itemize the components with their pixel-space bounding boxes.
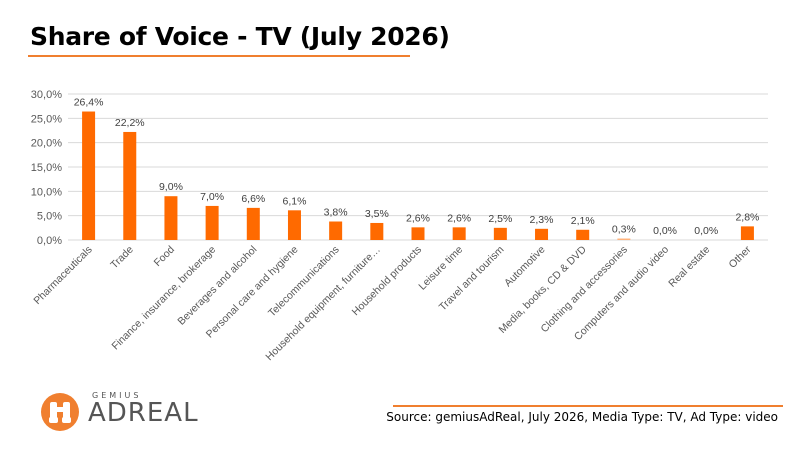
- logo-gemius-text: GEMIUS: [92, 391, 142, 400]
- bar: [287, 210, 301, 240]
- x-tick-label: Pharmaceuticals: [31, 244, 94, 307]
- y-tick-label: 15,0%: [31, 162, 62, 174]
- x-tick-label: Food: [152, 244, 178, 270]
- bar: [370, 222, 384, 240]
- data-label: 2,3%: [530, 214, 554, 226]
- y-tick-label: 25,0%: [31, 113, 62, 125]
- y-tick-label: 30,0%: [31, 89, 62, 101]
- page-title: Share of Voice - TV (July 2026): [30, 22, 450, 51]
- y-tick-label: 20,0%: [31, 138, 62, 150]
- data-label: 22,2%: [115, 117, 145, 129]
- y-tick-label: 5,0%: [37, 211, 62, 223]
- data-label: 0,0%: [694, 225, 718, 237]
- bar: [493, 227, 507, 240]
- bar: [123, 131, 137, 240]
- data-label: 3,5%: [365, 208, 389, 220]
- bar: [740, 226, 754, 240]
- bars: [82, 111, 754, 241]
- bar: [246, 207, 260, 240]
- logo-adreal-text: ADREAL: [88, 398, 199, 428]
- bar: [411, 227, 425, 240]
- data-label: 2,6%: [447, 212, 471, 224]
- bar: [576, 229, 590, 240]
- data-label: 7,0%: [200, 191, 224, 203]
- data-label: 6,1%: [283, 195, 307, 207]
- x-tick-label: Trade: [108, 244, 136, 272]
- binoculars-icon: [49, 402, 71, 423]
- bar: [535, 228, 549, 240]
- x-tick-label: Beverages and alcohol: [175, 244, 259, 328]
- title-underline: [28, 55, 410, 57]
- bar: [617, 238, 631, 240]
- bar: [205, 205, 219, 240]
- data-label: 0,0%: [653, 225, 677, 237]
- data-label: 3,8%: [324, 207, 348, 219]
- bar: [82, 111, 96, 241]
- data-label: 6,6%: [241, 193, 265, 205]
- data-label: 26,4%: [74, 97, 104, 109]
- data-label: 0,3%: [612, 224, 636, 236]
- adreal-logo: [41, 393, 79, 431]
- bar: [329, 221, 343, 240]
- data-label: 2,5%: [488, 213, 512, 225]
- data-label: 2,8%: [735, 211, 759, 223]
- x-tick-label: Real estate: [666, 244, 712, 290]
- source-underline: [393, 405, 783, 407]
- source-note: Source: gemiusAdReal, July 2026, Media T…: [386, 410, 778, 424]
- y-tick-label: 10,0%: [31, 186, 62, 198]
- data-label: 9,0%: [159, 181, 183, 193]
- bar: [164, 196, 178, 240]
- data-label: 2,1%: [571, 215, 595, 227]
- y-tick-label: 0,0%: [37, 235, 62, 247]
- x-tick-label: Telecommunications: [266, 244, 342, 320]
- y-axis-ticks: 0,0% 5,0% 10,0% 15,0% 20,0% 25,0% 30,0%: [31, 89, 62, 247]
- gridlines: [68, 93, 768, 241]
- x-tick-label: Other: [726, 243, 753, 270]
- bar: [452, 227, 466, 240]
- data-labels: 26,4% 22,2% 9,0% 7,0% 6,6% 6,1% 3,8% 3,5% 2,6% 2,…: [74, 97, 760, 237]
- data-label: 2,6%: [406, 212, 430, 224]
- x-tick-label: Household products: [350, 244, 425, 319]
